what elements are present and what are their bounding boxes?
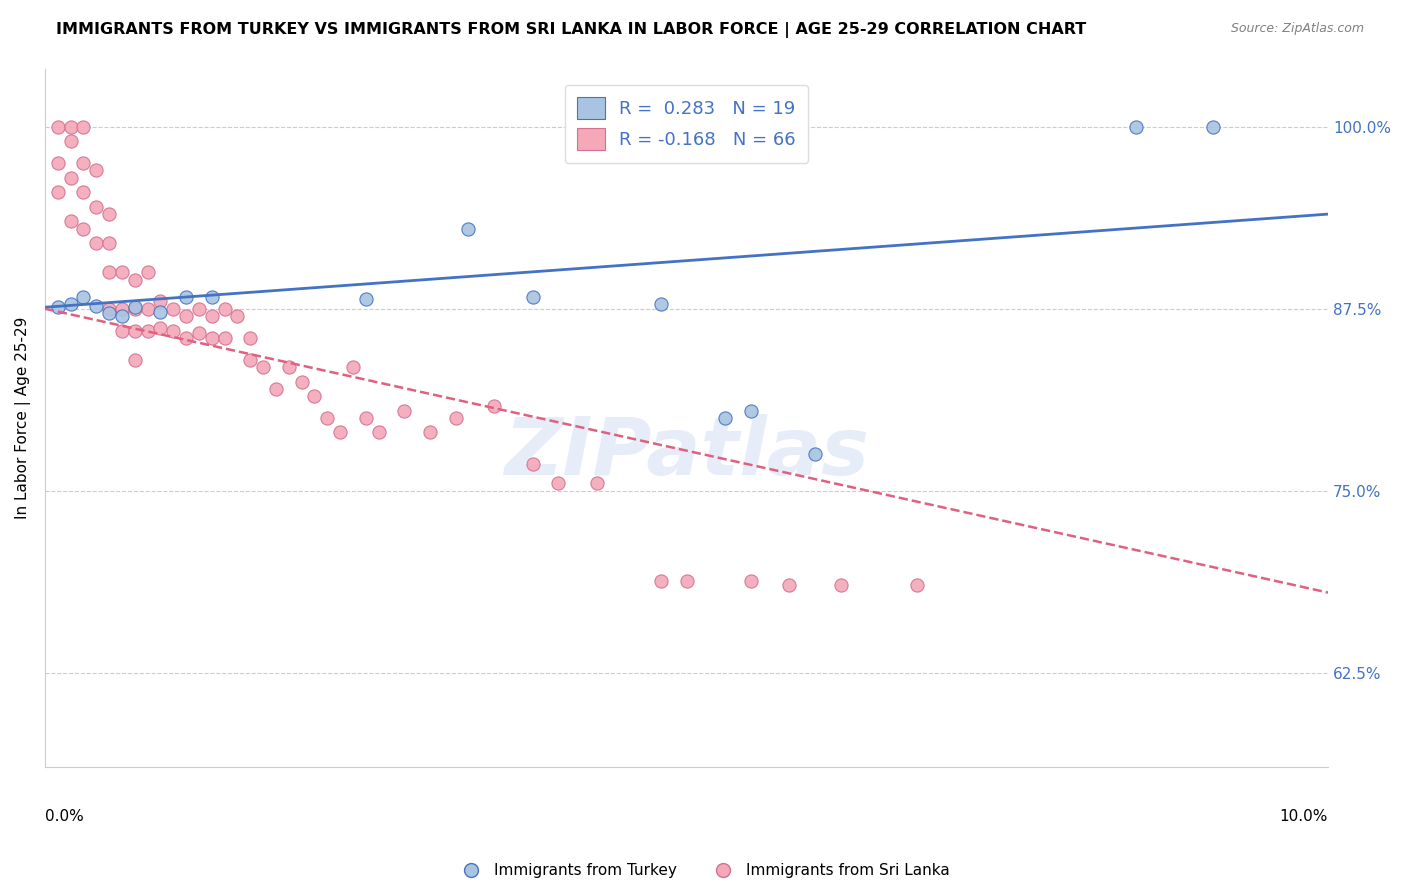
Point	[201, 309, 224, 323]
Point	[72, 290, 94, 304]
Point	[830, 578, 852, 592]
Point	[162, 301, 184, 316]
Point	[59, 170, 82, 185]
Text: ZIPatlas: ZIPatlas	[503, 414, 869, 491]
Legend: Immigrants from Turkey, Immigrants from Sri Lanka: Immigrants from Turkey, Immigrants from …	[450, 857, 956, 884]
Point	[111, 309, 134, 323]
Point	[84, 163, 107, 178]
Point	[72, 221, 94, 235]
Point	[264, 382, 287, 396]
Text: Source: ZipAtlas.com: Source: ZipAtlas.com	[1230, 22, 1364, 36]
Point	[214, 331, 236, 345]
Point	[316, 410, 339, 425]
Point	[714, 410, 737, 425]
Point	[201, 290, 224, 304]
Point	[84, 200, 107, 214]
Point	[675, 574, 697, 588]
Point	[46, 300, 69, 314]
Point	[124, 352, 146, 367]
Point	[111, 324, 134, 338]
Point	[187, 326, 209, 341]
Point	[650, 574, 672, 588]
Point	[98, 301, 121, 316]
Point	[252, 359, 274, 374]
Text: IMMIGRANTS FROM TURKEY VS IMMIGRANTS FROM SRI LANKA IN LABOR FORCE | AGE 25-29 C: IMMIGRANTS FROM TURKEY VS IMMIGRANTS FRO…	[56, 22, 1087, 38]
Point	[354, 292, 377, 306]
Point	[342, 359, 364, 374]
Point	[72, 120, 94, 134]
Point	[98, 306, 121, 320]
Point	[46, 120, 69, 134]
Point	[59, 214, 82, 228]
Point	[59, 120, 82, 134]
Point	[84, 236, 107, 251]
Point	[304, 389, 326, 403]
Point	[547, 476, 569, 491]
Point	[111, 265, 134, 279]
Point	[740, 403, 762, 417]
Point	[419, 425, 441, 440]
Point	[522, 290, 544, 304]
Point	[72, 156, 94, 170]
Point	[136, 265, 159, 279]
Y-axis label: In Labor Force | Age 25-29: In Labor Force | Age 25-29	[15, 317, 31, 519]
Point	[585, 476, 607, 491]
Point	[84, 299, 107, 313]
Point	[201, 331, 224, 345]
Point	[239, 331, 262, 345]
Point	[46, 156, 69, 170]
Point	[907, 578, 929, 592]
Point	[98, 236, 121, 251]
Text: 0.0%: 0.0%	[45, 809, 83, 824]
Point	[174, 309, 197, 323]
Point	[124, 272, 146, 286]
Point	[162, 324, 184, 338]
Point	[277, 359, 299, 374]
Point	[367, 425, 389, 440]
Point	[136, 324, 159, 338]
Point	[72, 186, 94, 200]
Text: 10.0%: 10.0%	[1279, 809, 1329, 824]
Point	[59, 297, 82, 311]
Point	[214, 301, 236, 316]
Point	[1125, 120, 1147, 134]
Point	[98, 265, 121, 279]
Point	[187, 301, 209, 316]
Point	[111, 301, 134, 316]
Point	[174, 290, 197, 304]
Point	[778, 578, 800, 592]
Point	[124, 301, 146, 316]
Point	[59, 134, 82, 148]
Point	[149, 320, 172, 334]
Point	[354, 410, 377, 425]
Point	[804, 447, 827, 461]
Point	[482, 399, 505, 413]
Point	[457, 221, 479, 235]
Point	[46, 186, 69, 200]
Point	[124, 324, 146, 338]
Point	[149, 294, 172, 309]
Point	[239, 352, 262, 367]
Point	[444, 410, 467, 425]
Point	[392, 403, 415, 417]
Point	[329, 425, 352, 440]
Point	[136, 301, 159, 316]
Point	[98, 207, 121, 221]
Point	[1201, 120, 1223, 134]
Point	[174, 331, 197, 345]
Point	[149, 304, 172, 318]
Point	[226, 309, 249, 323]
Point	[522, 458, 544, 472]
Point	[650, 297, 672, 311]
Legend: R =  0.283   N = 19, R = -0.168   N = 66: R = 0.283 N = 19, R = -0.168 N = 66	[565, 85, 808, 163]
Point	[290, 375, 312, 389]
Point	[124, 300, 146, 314]
Point	[740, 574, 762, 588]
